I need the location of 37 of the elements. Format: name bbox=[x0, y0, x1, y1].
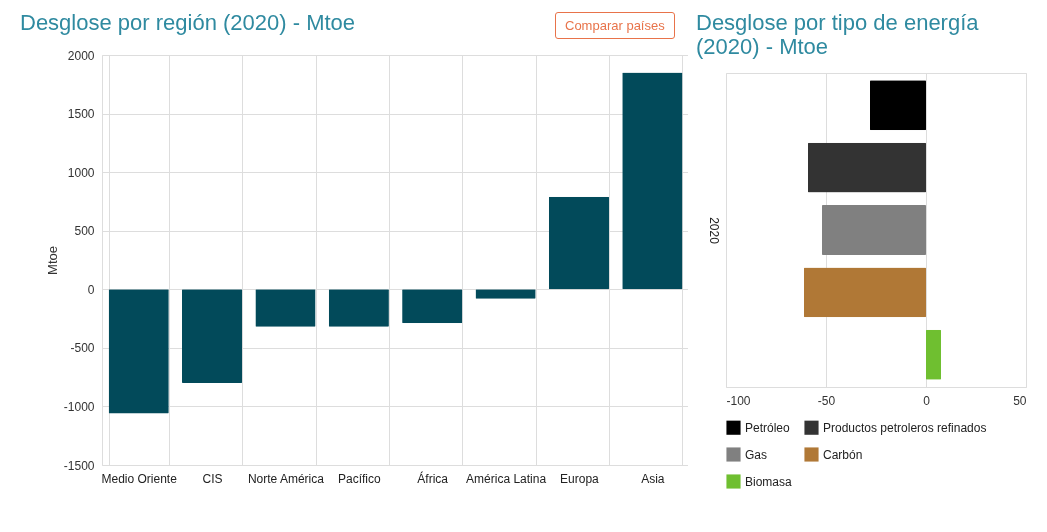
x-tick-label: América Latina bbox=[466, 471, 547, 486]
legend-label: Biomasa bbox=[745, 474, 793, 489]
x-tick-label: Pacífico bbox=[337, 471, 381, 486]
x-tick-label: Asia bbox=[641, 471, 665, 486]
y-tick-label: 1000 bbox=[67, 165, 95, 180]
x-tick-label: Medio Oriente bbox=[101, 471, 178, 486]
x-tick-label: -50 bbox=[817, 393, 836, 408]
bar bbox=[402, 289, 463, 324]
bar bbox=[328, 289, 389, 327]
y-tick-label: -1000 bbox=[63, 399, 95, 414]
y-tick-label: 2000 bbox=[67, 48, 95, 63]
y-tick-label: 500 bbox=[74, 224, 95, 239]
x-tick-label: -100 bbox=[726, 393, 751, 408]
chart-title: Desglose por región (2020) - Mtoe bbox=[20, 10, 356, 35]
chart-title: Desglose por tipo de energía (2020) - Mtoe bbox=[696, 10, 980, 59]
legend-label: Gas bbox=[745, 447, 768, 462]
x-tick-label: 50 bbox=[1013, 393, 1027, 408]
bar bbox=[181, 289, 243, 383]
legend-label: Productos petroleros refinados bbox=[823, 420, 987, 435]
y-tick-label: -1500 bbox=[63, 458, 95, 473]
legend-label: Carbón bbox=[823, 447, 863, 462]
x-tick-label: África bbox=[417, 470, 449, 486]
bar bbox=[622, 72, 683, 290]
bar bbox=[548, 196, 610, 290]
x-tick-label: CIS bbox=[202, 471, 223, 486]
y-axis-title: Mtoe bbox=[44, 246, 60, 275]
y-tick-label: -500 bbox=[70, 341, 95, 356]
legend-label: Petróleo bbox=[745, 420, 791, 435]
x-tick-label: Norte América bbox=[247, 471, 325, 486]
x-tick-label: Europa bbox=[560, 471, 600, 486]
y-tick-label: 0 bbox=[87, 282, 95, 297]
x-tick-label: 0 bbox=[923, 393, 931, 408]
button: Comparar países bbox=[555, 12, 675, 39]
y-tick-label: 1500 bbox=[67, 107, 95, 122]
bar bbox=[255, 289, 316, 327]
bar bbox=[108, 289, 169, 414]
y-tick-label: 2020 bbox=[706, 217, 721, 245]
